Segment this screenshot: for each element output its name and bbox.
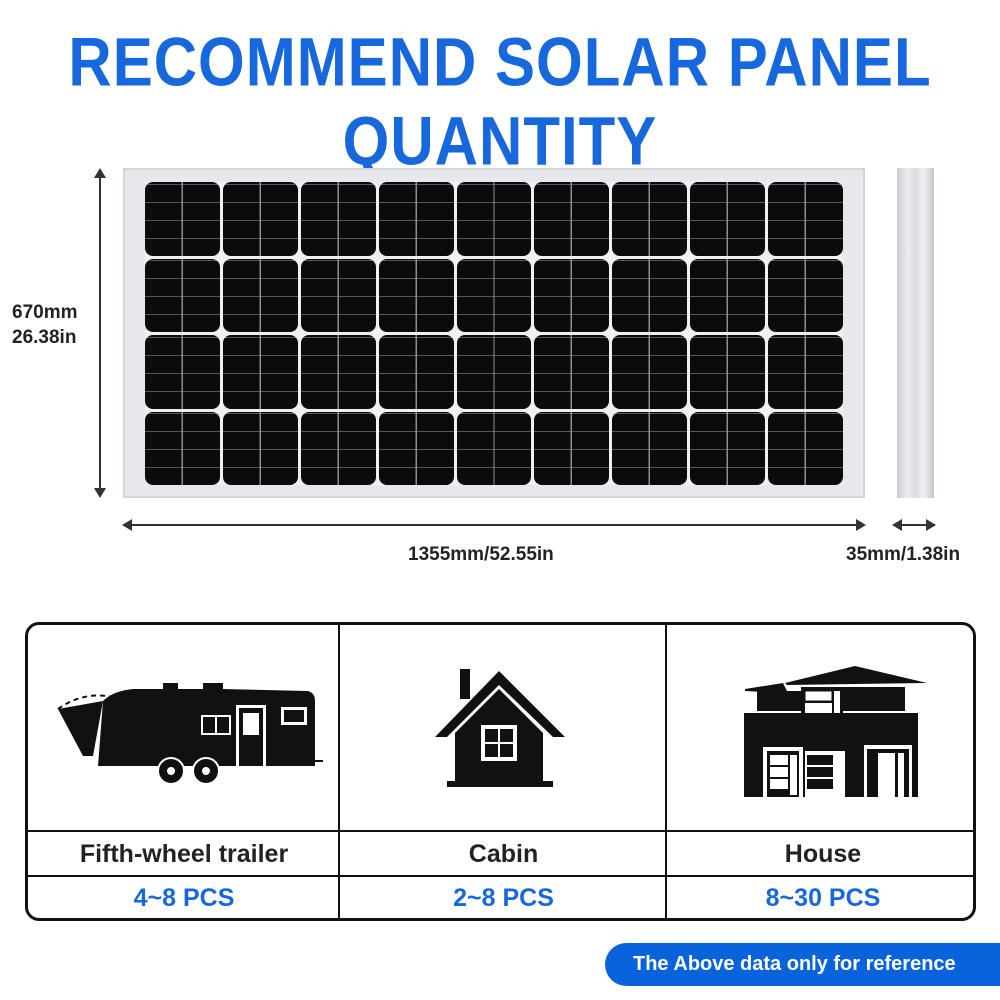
solar-cell — [145, 335, 220, 409]
solar-cell — [690, 411, 766, 485]
solar-cell — [534, 335, 610, 409]
solar-cell — [378, 258, 454, 332]
column-divider — [340, 625, 667, 918]
arrow-left-icon — [122, 519, 132, 531]
solar-cell — [612, 182, 688, 256]
column-divider — [28, 625, 340, 918]
height-in-label: 26.38in — [12, 327, 77, 348]
category-label: Fifth-wheel trailer — [79, 840, 289, 868]
solar-cell — [222, 411, 298, 485]
house-icon — [744, 666, 927, 797]
arrow-left-icon — [892, 519, 902, 531]
quantity-value: 4~8 PCS — [133, 884, 235, 912]
solar-cell — [612, 411, 688, 485]
solar-cell — [768, 258, 843, 332]
arrow-down-icon — [94, 488, 106, 498]
solar-cell — [300, 258, 376, 332]
row-divider — [28, 830, 973, 832]
solar-cell — [768, 335, 843, 409]
thickness-dimension-line — [895, 524, 935, 526]
trailer-icon — [57, 683, 323, 785]
page-title: RECOMMEND SOLAR PANEL QUANTITY — [68, 23, 932, 180]
recommendation-table: Fifth-wheel trailer Cabin House 4~8 PCS … — [25, 622, 976, 921]
solar-cell — [612, 258, 688, 332]
solar-cell — [145, 258, 220, 332]
solar-cell — [534, 258, 610, 332]
arrow-right-icon — [856, 519, 866, 531]
solar-cell — [456, 182, 532, 256]
solar-cell — [222, 182, 298, 256]
solar-cell — [534, 411, 610, 485]
quantity-value: 8~30 PCS — [765, 884, 881, 912]
reference-note-badge: The Above data only for reference — [605, 943, 1000, 986]
solar-cell — [300, 411, 376, 485]
arrow-up-icon — [94, 168, 106, 178]
solar-cell — [690, 335, 766, 409]
solar-cell — [456, 258, 532, 332]
solar-cell — [222, 258, 298, 332]
solar-cell — [222, 335, 298, 409]
width-label: 1355mm/52.55in — [408, 544, 554, 565]
solar-cell — [145, 182, 220, 256]
solar-cell — [768, 411, 843, 485]
solar-cell — [690, 182, 766, 256]
category-label: Cabin — [468, 840, 539, 868]
quantity-value: 2~8 PCS — [453, 884, 554, 912]
solar-cell — [145, 411, 220, 485]
height-dimension-line — [99, 172, 101, 494]
solar-cell — [378, 182, 454, 256]
arrow-right-icon — [926, 519, 936, 531]
category-label: House — [784, 840, 862, 868]
thickness-label: 35mm/1.38in — [846, 544, 961, 565]
height-mm-label: 670mm — [12, 302, 78, 323]
solar-cell — [768, 182, 843, 256]
solar-cell — [300, 335, 376, 409]
cabin-icon — [435, 669, 565, 787]
solar-cell — [534, 182, 610, 256]
solar-cell — [378, 335, 454, 409]
solar-panel-cells — [145, 182, 843, 485]
solar-cell — [690, 258, 766, 332]
row-divider — [28, 875, 973, 877]
solar-cell — [300, 182, 376, 256]
solar-cell — [378, 411, 454, 485]
solar-panel-side-profile — [897, 168, 934, 498]
solar-cell — [456, 335, 532, 409]
solar-cell — [456, 411, 532, 485]
width-dimension-line — [126, 524, 862, 526]
solar-cell — [612, 335, 688, 409]
